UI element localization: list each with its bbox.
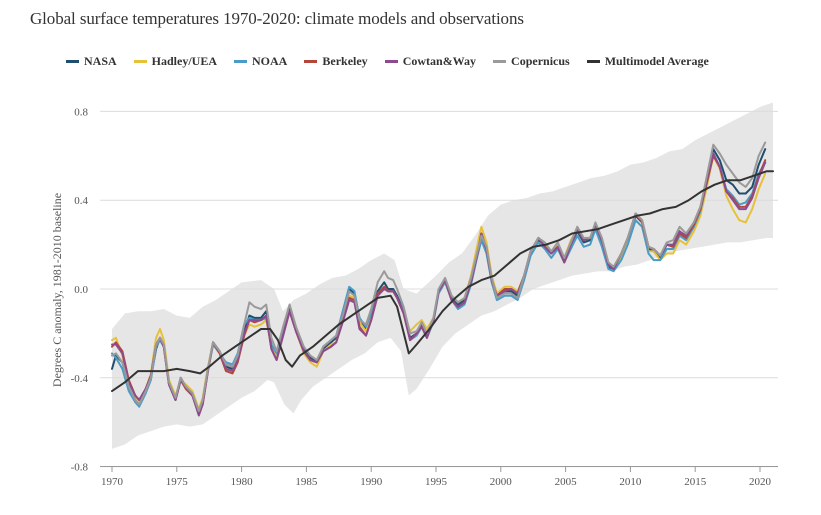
legend-label: Copernicus xyxy=(511,54,570,68)
legend-swatch xyxy=(133,60,147,63)
y-tick-label: 0.8 xyxy=(74,106,88,118)
series-line-copernicus xyxy=(111,141,767,413)
x-tick-label: 1980 xyxy=(231,476,254,488)
legend-label: Multimodel Average xyxy=(604,54,709,68)
x-tick-label: 1975 xyxy=(166,476,189,488)
legend-swatch xyxy=(384,60,398,63)
legend-swatch xyxy=(66,60,79,63)
x-tick-label: 1990 xyxy=(360,476,383,488)
legend-swatch xyxy=(586,60,600,63)
legend-item-nasa[interactable]: NASA xyxy=(66,54,117,69)
x-tick-label: 1995 xyxy=(425,476,448,488)
x-tick-label: 2010 xyxy=(619,476,642,488)
legend-item-noaa[interactable]: NOAA xyxy=(234,54,287,69)
legend-label: NASA xyxy=(84,54,117,68)
x-tick-label: 2020 xyxy=(749,476,772,488)
chart-title: Global surface temperatures 1970-2020: c… xyxy=(30,9,524,28)
x-tick-label: 2000 xyxy=(490,476,513,488)
legend-item-cowtan-way[interactable]: Cowtan&Way xyxy=(384,54,477,69)
legend-swatch xyxy=(493,60,507,63)
y-tick-label: 0.0 xyxy=(74,284,88,296)
legend-label: Berkeley xyxy=(322,54,368,68)
x-tick-label: 1985 xyxy=(295,476,318,488)
legend-label: Cowtan&Way xyxy=(402,54,477,68)
legend-item-berkeley[interactable]: Berkeley xyxy=(304,54,368,69)
y-axis-label: Degrees C anomaly, 1981-2010 baseline xyxy=(50,193,64,387)
model-range-band xyxy=(112,102,773,449)
y-tick-label: -0.4 xyxy=(71,373,89,385)
x-tick-label: 2005 xyxy=(555,476,578,488)
series-line-multimodel-average xyxy=(111,170,774,393)
x-tick-label: 1970 xyxy=(101,476,124,488)
y-tick-label: -0.8 xyxy=(71,462,89,474)
legend-label: Hadley/UEA xyxy=(151,54,218,68)
legend-swatch xyxy=(304,60,318,63)
legend: NASA Hadley/UEA NOAA Berkeley Cowtan&Way… xyxy=(66,54,726,69)
legend-label: NOAA xyxy=(252,54,288,68)
legend-item-hadley[interactable]: Hadley/UEA xyxy=(133,54,218,69)
legend-item-copernicus[interactable]: Copernicus xyxy=(493,54,570,69)
y-tick-label: 0.4 xyxy=(74,195,88,207)
legend-swatch xyxy=(234,60,248,63)
legend-item-multimodel-average[interactable]: Multimodel Average xyxy=(586,54,709,69)
x-tick-label: 2015 xyxy=(684,476,707,488)
